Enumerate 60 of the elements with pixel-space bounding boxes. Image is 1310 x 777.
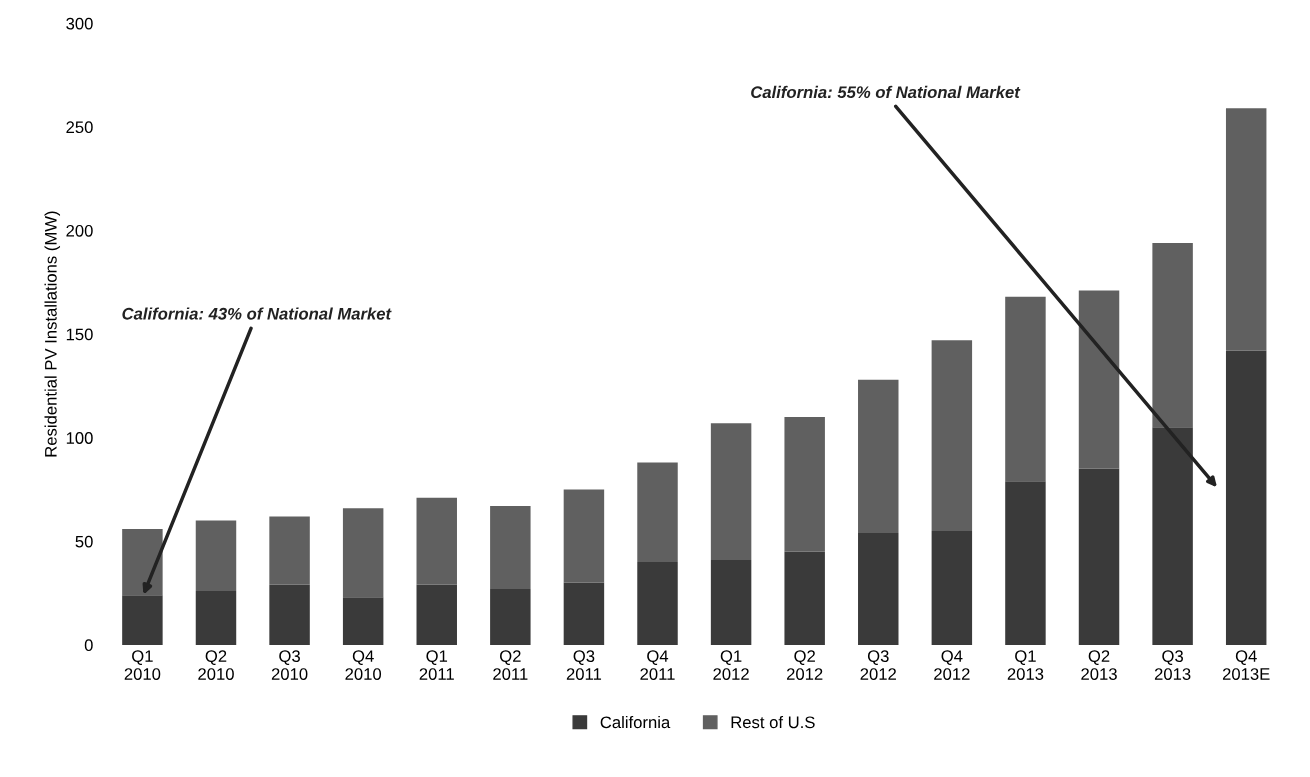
bar: [490, 506, 531, 589]
bar: [122, 595, 163, 645]
bar: [416, 497, 457, 585]
bar: [563, 489, 605, 583]
bar: [710, 559, 752, 645]
bar: [195, 591, 237, 645]
bar: [931, 530, 973, 645]
x-tick-label: Q1 2011: [419, 650, 454, 680]
x-tick-label: Q4 2012: [934, 650, 970, 680]
bar: [269, 516, 310, 585]
bar: [931, 340, 973, 531]
bar: [710, 423, 752, 560]
bar: [416, 584, 457, 645]
bar: [1225, 108, 1267, 351]
y-axis-title: Residential PV Installations (MW): [44, 211, 61, 457]
bar: [1078, 290, 1120, 469]
x-tick-label: Q1 2012: [713, 650, 749, 680]
bar: [784, 551, 825, 645]
bar: [490, 588, 531, 645]
bar: [858, 379, 899, 534]
bar: [122, 528, 163, 596]
x-tick-label: Q2 2012: [786, 650, 823, 680]
bar: [1152, 427, 1193, 645]
y-tick-label: 150: [66, 328, 93, 341]
bar: [1078, 468, 1120, 645]
bar: [784, 416, 825, 552]
x-tick-label: Q3 2010: [271, 650, 308, 680]
annotation: California: 55% of National Market: [751, 85, 1021, 99]
bar: [1152, 242, 1193, 428]
bar: [342, 597, 384, 645]
bar: [563, 582, 605, 645]
y-tick-label: 50: [75, 535, 93, 548]
y-tick-label: 250: [66, 121, 93, 134]
bar: [637, 562, 678, 645]
x-tick-label: Q2 2013: [1081, 650, 1117, 680]
bar: [1225, 350, 1267, 645]
bar: [342, 508, 384, 598]
x-tick-label: Q4 2013E: [1222, 650, 1270, 680]
bar: [1005, 296, 1046, 482]
bar: [858, 533, 899, 645]
bar: [1005, 481, 1046, 645]
bar: [195, 520, 237, 592]
x-tick-label: Q4 2010: [345, 650, 382, 680]
x-tick-label: Q4 2011: [640, 650, 675, 680]
y-tick-label: 300: [66, 17, 93, 30]
legend-label: California: [600, 715, 671, 729]
x-tick-label: Q3 2013: [1154, 650, 1191, 680]
x-tick-label: Q3 2012: [860, 650, 896, 680]
y-tick-label: 200: [66, 224, 93, 237]
x-tick-label: Q3 2011: [566, 650, 602, 680]
x-tick-label: Q1 2010: [124, 650, 161, 680]
x-tick-label: Q2 2010: [198, 650, 234, 680]
x-tick-label: Q2 2011: [493, 650, 528, 680]
y-tick-label: 100: [66, 432, 93, 444]
legend-label: Rest of U.S: [731, 715, 815, 729]
x-tick-label: Q1 2013: [1007, 650, 1044, 680]
annotation: California: 43% of National Market: [122, 307, 392, 320]
y-tick-label: 0: [84, 639, 93, 652]
bar: [637, 462, 678, 563]
bar: [269, 584, 310, 645]
